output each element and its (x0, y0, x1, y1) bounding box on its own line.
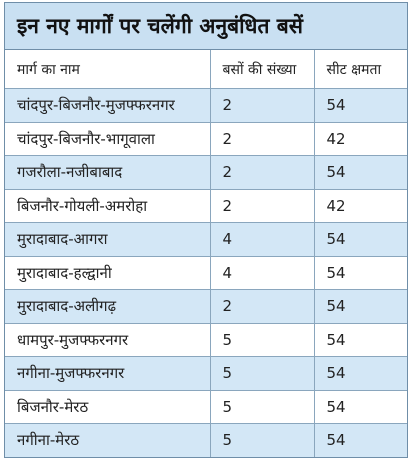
seat-capacity-cell: 54 (313, 390, 407, 424)
table-row: चांदपुर-बिजनौर-भागूवाला 2 42 (5, 122, 407, 156)
bus-count-cell: 5 (209, 390, 314, 424)
header-cell: सीट क्षमता (313, 50, 407, 89)
header-cell: बसों की संख्या (209, 50, 314, 89)
bus-count-cell: 5 (209, 323, 314, 357)
seat-capacity-cell: 54 (313, 289, 407, 324)
bus-count-cell: 4 (209, 256, 314, 290)
table-row: चांदपुर-बिजनौर-मुजफ्फरनगर 2 54 (5, 88, 407, 123)
table: मार्ग का नाम बसों की संख्या सीट क्षमता चांद… (5, 50, 407, 457)
seat-capacity-cell: 54 (313, 256, 407, 290)
bus-count-cell: 2 (209, 122, 314, 156)
route-cell: बिजनौर-मेरठ (5, 390, 210, 424)
route-cell: नगीना-मुजफ्फरनगर (5, 356, 210, 391)
route-cell: मुरादाबाद-आगरा (5, 222, 210, 257)
table-row: नगीना-मुजफ्फरनगर 5 54 (5, 356, 407, 391)
table-row: मुरादाबाद-हल्द्वानी 4 54 (5, 256, 407, 290)
route-cell: चांदपुर-बिजनौर-भागूवाला (5, 122, 210, 156)
table-row: बिजनौर-गोयली-अमरोहा 2 42 (5, 189, 407, 223)
seat-capacity-cell: 54 (313, 423, 407, 457)
bus-count-cell: 5 (209, 356, 314, 391)
title: इन नए मार्गों पर चलेंगी अनुबंधित बसें (5, 3, 407, 50)
route-cell: चांदपुर-बिजनौर-मुजफ्फरनगर (5, 88, 210, 123)
header-row: मार्ग का नाम बसों की संख्या सीट क्षमता (5, 50, 407, 89)
route-cell: धामपुर-मुजफ्फरनगर (5, 323, 210, 357)
seat-capacity-cell: 42 (313, 122, 407, 156)
table-row: मुरादाबाद-आगरा 4 54 (5, 222, 407, 257)
route-cell: बिजनौर-गोयली-अमरोहा (5, 189, 210, 223)
seat-capacity-cell: 54 (313, 88, 407, 123)
route-cell: गजरौला-नजीबाबाद (5, 155, 210, 190)
bus-count-cell: 2 (209, 289, 314, 324)
table-row: नगीना-मेरठ 5 54 (5, 423, 407, 457)
header-cell: मार्ग का नाम (5, 50, 210, 89)
table-row: धामपुर-मुजफ्फरनगर 5 54 (5, 323, 407, 357)
seat-capacity-cell: 54 (313, 356, 407, 391)
table-row: मुरादाबाद-अलीगढ़ 2 54 (5, 289, 407, 324)
bus-count-cell: 4 (209, 222, 314, 257)
table-row: गजरौला-नजीबाबाद 2 54 (5, 155, 407, 190)
seat-capacity-cell: 54 (313, 155, 407, 190)
table-card: इन नए मार्गों पर चलेंगी अनुबंधित बसें मा… (4, 2, 408, 458)
bus-count-cell: 2 (209, 155, 314, 190)
table-row: बिजनौर-मेरठ 5 54 (5, 390, 407, 424)
seat-capacity-cell: 54 (313, 222, 407, 257)
route-cell: मुरादाबाद-हल्द्वानी (5, 256, 210, 290)
route-cell: मुरादाबाद-अलीगढ़ (5, 289, 210, 324)
seat-capacity-cell: 42 (313, 189, 407, 223)
bus-count-cell: 2 (209, 88, 314, 123)
seat-capacity-cell: 54 (313, 323, 407, 357)
route-cell: नगीना-मेरठ (5, 423, 210, 457)
bus-count-cell: 5 (209, 423, 314, 457)
bus-count-cell: 2 (209, 189, 314, 223)
